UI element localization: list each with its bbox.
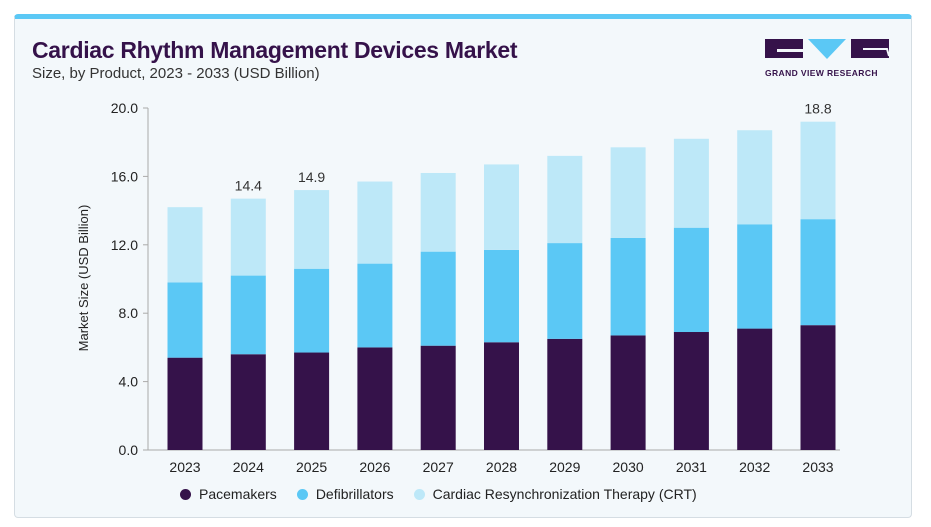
y-tick-label: 20.0	[111, 100, 138, 116]
x-tick-label: 2023	[169, 459, 200, 475]
x-tick-label: 2024	[233, 459, 264, 475]
bar-defibrillators-2025	[294, 268, 330, 353]
chart-title: Cardiac Rhythm Management Devices Market	[32, 37, 518, 63]
bar-pacemakers-2025	[294, 352, 330, 450]
bar-pacemakers-2028	[484, 342, 519, 450]
x-tick-label: 2026	[359, 459, 390, 475]
y-tick-label: 8.0	[119, 305, 139, 321]
bar-cardiac-2030	[610, 147, 646, 238]
bar-cardiac-2029	[547, 155, 583, 244]
chart-subtitle: Size, by Product, 2023 - 2033 (USD Billi…	[32, 65, 320, 82]
x-tick-label: 2027	[423, 459, 454, 475]
bar-cardiac-2024	[230, 198, 266, 276]
bar-cardiac-2031	[673, 138, 709, 228]
y-tick-label: 16.0	[111, 168, 138, 184]
bar-defibrillators-2030	[610, 237, 646, 336]
grand-view-research-logo: GRAND VIEW RESEARCH	[765, 38, 890, 78]
x-tick-label: 2025	[296, 459, 327, 475]
bar-pacemakers-2027	[420, 345, 456, 450]
bar-chart: Market Size (USD Billion) 0.0 4.0 8.0 12.0 1…	[76, 100, 840, 475]
bar-defibrillators-2026	[357, 263, 393, 348]
legend-label: Pacemakers	[199, 486, 277, 502]
bar-defibrillators-2024	[230, 275, 266, 355]
legend-label: Defibrillators	[315, 486, 394, 502]
bar-defibrillators-2029	[547, 243, 583, 339]
bar-pacemakers-2023	[167, 357, 203, 450]
data-label: 14.4	[235, 178, 262, 194]
legend-item-defibrillators: Defibrillators	[296, 486, 394, 502]
bar-defibrillators-2027	[420, 251, 456, 346]
bar-pacemakers-2033	[800, 325, 836, 450]
x-tick-label: 2033	[802, 459, 833, 475]
bar-cardiac-2028	[484, 164, 519, 250]
bar-pacemakers-2031	[673, 332, 709, 450]
bar-pacemakers-2026	[357, 347, 393, 450]
x-tick-label: 2028	[486, 459, 517, 475]
legend-item-crt: Cardiac Resynchronization Therapy (CRT)	[413, 486, 697, 502]
y-tick-label: 4.0	[119, 374, 139, 390]
legend-swatch	[180, 488, 191, 500]
logo-icon	[765, 39, 890, 59]
legend-swatch	[296, 488, 308, 500]
bar-defibrillators-2028	[484, 249, 519, 343]
bar-defibrillators-2023	[167, 282, 203, 358]
legend-item-pacemakers: Pacemakers	[180, 486, 277, 502]
bar-cardiac-2033	[800, 121, 836, 220]
x-tick-label: 2029	[549, 459, 580, 475]
bar-defibrillators-2031	[673, 227, 709, 333]
bar-pacemakers-2030	[610, 335, 646, 450]
data-label: 14.9	[298, 169, 325, 185]
y-tick-label: 12.0	[111, 237, 138, 253]
legend-label: Cardiac Resynchronization Therapy (CRT)	[432, 486, 697, 502]
bar-cardiac-2026	[357, 181, 393, 264]
x-tick-label: 2030	[613, 459, 644, 475]
data-label: 18.8	[804, 101, 831, 117]
bar-cardiac-2023	[167, 207, 203, 283]
bar-pacemakers-2032	[737, 328, 773, 450]
chart-legend: Pacemakers Defibrillators Cardiac Resync…	[180, 486, 697, 502]
y-axis-label: Market Size (USD Billion)	[76, 205, 91, 352]
bar-cardiac-2032	[737, 130, 773, 225]
y-tick-label: 0.0	[119, 442, 139, 458]
x-tick-label: 2032	[739, 459, 770, 475]
x-tick-label: 2031	[676, 459, 707, 475]
legend-swatch	[413, 488, 425, 500]
bar-pacemakers-2029	[547, 338, 583, 450]
bar-defibrillators-2032	[737, 224, 773, 329]
bar-cardiac-2025	[294, 190, 330, 269]
logo-text: GRAND VIEW RESEARCH	[765, 68, 878, 78]
bar-cardiac-2027	[420, 172, 456, 252]
bar-pacemakers-2024	[230, 354, 266, 450]
bar-defibrillators-2033	[800, 219, 836, 326]
